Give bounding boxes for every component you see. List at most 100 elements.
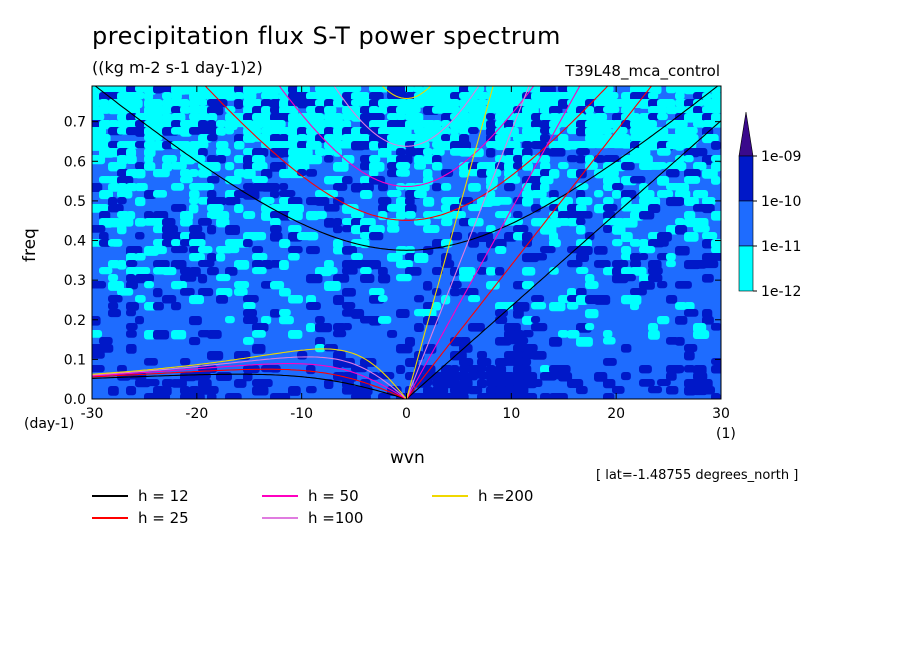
field-patch <box>252 120 263 129</box>
field-patch <box>234 379 247 388</box>
field-patch <box>126 155 137 164</box>
field-patch <box>297 141 308 149</box>
field-patch <box>315 323 332 333</box>
field-patch <box>180 288 195 296</box>
field-patch <box>243 169 256 179</box>
field-patch <box>441 204 453 212</box>
field-patch <box>540 134 551 143</box>
field-patch <box>198 260 215 267</box>
field-patch <box>198 218 212 226</box>
field-patch <box>432 148 445 156</box>
field-patch <box>639 281 655 290</box>
field-patch <box>279 309 291 317</box>
field-patch <box>576 183 589 190</box>
field-patch <box>189 253 205 262</box>
field-patch <box>162 267 177 276</box>
field-patch <box>315 113 325 122</box>
field-patch <box>324 86 336 93</box>
field-patch <box>648 323 658 332</box>
field-patch <box>549 302 566 312</box>
field-patch <box>261 316 272 325</box>
field-patch <box>639 246 656 254</box>
field-patch <box>288 211 303 221</box>
field-patch <box>92 330 103 338</box>
field-patch <box>684 176 701 184</box>
field-patch <box>684 197 699 206</box>
field-patch <box>360 162 372 171</box>
field-patch <box>594 190 604 198</box>
field-patch <box>108 309 121 318</box>
field-patch <box>576 148 590 155</box>
field-patch <box>468 239 479 248</box>
field-patch <box>234 204 244 213</box>
field-patch <box>666 386 679 395</box>
field-patch <box>468 372 479 381</box>
field-patch <box>333 134 343 142</box>
field-patch <box>252 330 266 338</box>
field-patch <box>594 372 608 382</box>
field-patch <box>558 330 569 338</box>
field-patch <box>414 162 426 170</box>
field-patch <box>522 141 533 150</box>
field-patch <box>540 246 556 254</box>
field-patch <box>297 351 308 360</box>
field-patch <box>639 274 650 283</box>
field-patch <box>189 337 201 346</box>
field-patch <box>603 92 619 100</box>
field-patch <box>522 162 533 171</box>
field-patch <box>405 197 415 206</box>
inertio-gravity-curve-h50 <box>278 86 535 188</box>
field-patch <box>585 127 597 137</box>
colorbar-label: 1e-12 <box>761 284 801 300</box>
field-patch <box>92 106 102 115</box>
field-patch <box>252 386 269 396</box>
field-patch <box>252 113 265 122</box>
field-patch <box>675 92 685 100</box>
field-patch <box>459 344 473 353</box>
field-patch <box>135 141 147 149</box>
field-patch <box>522 99 533 108</box>
legend-label: h = 25 <box>138 509 189 527</box>
field-patch <box>369 92 384 102</box>
field-patch <box>702 134 719 144</box>
field-patch <box>540 183 550 193</box>
field-patch <box>585 274 595 283</box>
field-patch <box>675 218 685 226</box>
field-patch <box>594 134 605 143</box>
field-patch <box>126 183 138 192</box>
field-patch <box>558 393 568 399</box>
field-patch <box>576 288 587 297</box>
field-patch <box>360 141 371 150</box>
field-patch <box>261 379 273 388</box>
inertio-gravity-curve-h200 <box>381 86 432 100</box>
field-patch <box>234 155 245 164</box>
field-patch <box>162 92 173 100</box>
field-patch <box>405 211 416 219</box>
field-patch <box>675 365 685 374</box>
field-patch <box>189 386 200 394</box>
field-patch <box>189 169 199 177</box>
field-patch <box>513 225 529 233</box>
y-tick-label: 0.3 <box>64 273 86 289</box>
field-patch <box>657 176 670 186</box>
field-patch <box>540 176 554 185</box>
field-patch <box>108 162 120 172</box>
field-patch <box>207 225 217 235</box>
field-patch <box>576 155 586 164</box>
field-patch <box>99 106 111 114</box>
field-patch <box>306 274 323 284</box>
field-patch <box>612 239 623 247</box>
field-patch <box>459 379 473 388</box>
field-patch <box>657 316 670 325</box>
field-patch <box>414 113 424 123</box>
field-patch <box>243 239 253 248</box>
field-patch <box>243 337 254 345</box>
field-patch <box>189 225 203 233</box>
field-patch <box>378 106 388 115</box>
field-patch <box>333 218 343 226</box>
field-patch <box>513 309 524 319</box>
field-patch <box>108 302 119 310</box>
field-patch <box>198 169 212 178</box>
field-patch <box>630 260 642 268</box>
field-patch <box>648 204 661 213</box>
